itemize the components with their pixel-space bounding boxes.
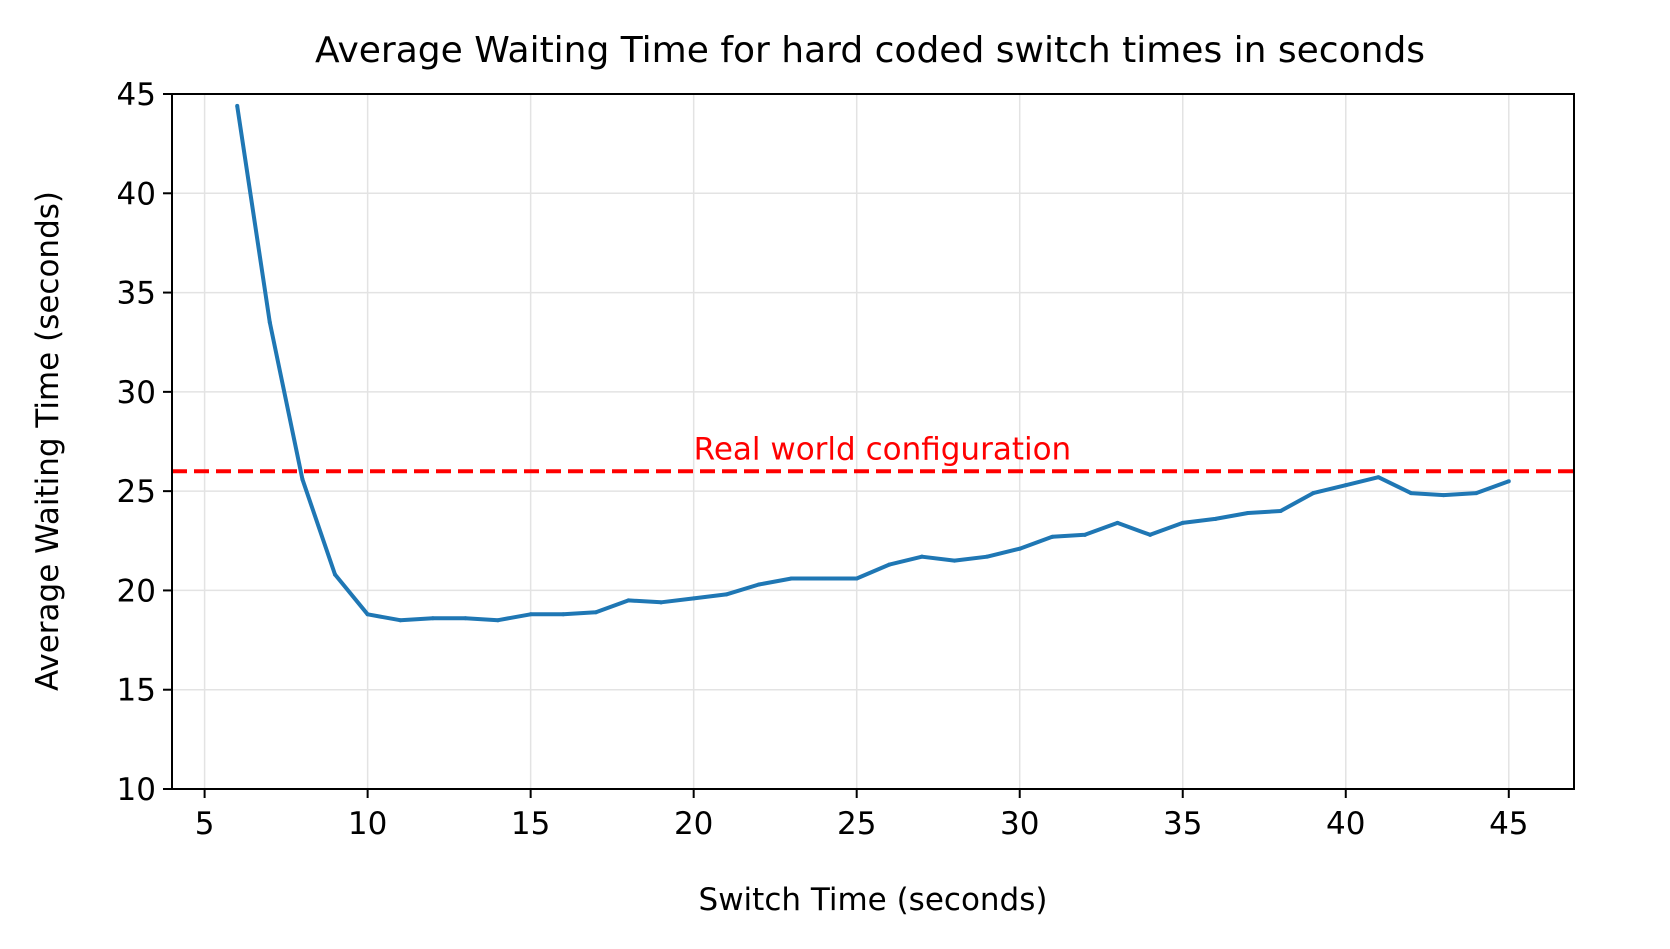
x-tick-label: 30 — [1000, 806, 1039, 842]
data-point — [1082, 532, 1087, 537]
y-tick-label: 20 — [117, 573, 156, 609]
data-point — [626, 598, 631, 603]
data-point — [593, 610, 598, 615]
data-point — [691, 596, 696, 601]
data-point — [528, 612, 533, 617]
x-axis-label: Switch Time (seconds) — [699, 882, 1048, 918]
data-point — [1245, 510, 1250, 515]
data-point — [267, 320, 272, 325]
data-point — [1376, 475, 1381, 480]
chart-title: Average Waiting Time for hard coded swit… — [315, 30, 1425, 71]
x-tick-label: 15 — [511, 806, 550, 842]
data-point — [1213, 516, 1218, 521]
data-point — [398, 618, 403, 623]
data-point — [1278, 509, 1283, 513]
y-tick-label: 25 — [117, 474, 156, 510]
y-tick-label: 10 — [117, 772, 156, 808]
data-point — [430, 616, 435, 621]
data-point — [300, 477, 305, 482]
data-point — [1017, 546, 1022, 551]
data-point — [1408, 491, 1413, 496]
data-point — [1474, 491, 1479, 496]
plot-frame — [171, 93, 1575, 790]
x-tick-label: 45 — [1489, 806, 1528, 842]
data-point — [887, 562, 892, 567]
reference-line-label: Real world configuration — [694, 431, 1072, 467]
data-point — [756, 582, 761, 587]
y-tick-label: 35 — [117, 276, 156, 312]
x-tick-label: 5 — [195, 806, 215, 842]
data-point — [854, 576, 859, 581]
data-point — [561, 612, 566, 617]
data-point — [1343, 483, 1348, 488]
x-tick-label: 25 — [837, 806, 876, 842]
x-tick-label: 40 — [1326, 806, 1365, 842]
reference-line-group: Real world configuration — [172, 431, 1574, 474]
data-point — [1050, 534, 1055, 539]
data-point — [822, 576, 827, 581]
y-tick-label: 15 — [117, 673, 156, 709]
data-point — [1441, 493, 1446, 498]
y-axis-label: Average Waiting Time (seconds) — [30, 191, 66, 691]
x-tick-label: 35 — [1163, 806, 1202, 842]
series-group — [235, 103, 1511, 623]
series-line — [235, 105, 1510, 623]
data-point — [1180, 520, 1185, 525]
data-point — [333, 572, 338, 577]
data-point — [919, 554, 924, 559]
y-tick-label: 40 — [117, 176, 156, 212]
data-point — [1148, 532, 1153, 537]
data-point — [1115, 520, 1120, 525]
data-point — [789, 576, 794, 581]
data-point — [985, 554, 990, 559]
data-point — [235, 103, 240, 108]
x-tick-label: 10 — [348, 806, 387, 842]
y-axis: 10 15 20 25 30 35 40 45 — [117, 77, 172, 808]
data-point — [952, 558, 957, 563]
data-point — [724, 592, 729, 597]
data-point — [496, 618, 501, 623]
x-tick-label: 20 — [674, 806, 713, 842]
y-tick-label: 45 — [117, 77, 156, 113]
data-point — [659, 600, 664, 605]
data-point — [365, 612, 370, 617]
y-tick-label: 30 — [117, 375, 156, 411]
data-point — [1311, 491, 1316, 496]
data-point — [1506, 479, 1511, 484]
data-point — [463, 616, 468, 621]
x-axis: 5 10 15 20 25 30 35 40 45 — [195, 789, 1529, 842]
